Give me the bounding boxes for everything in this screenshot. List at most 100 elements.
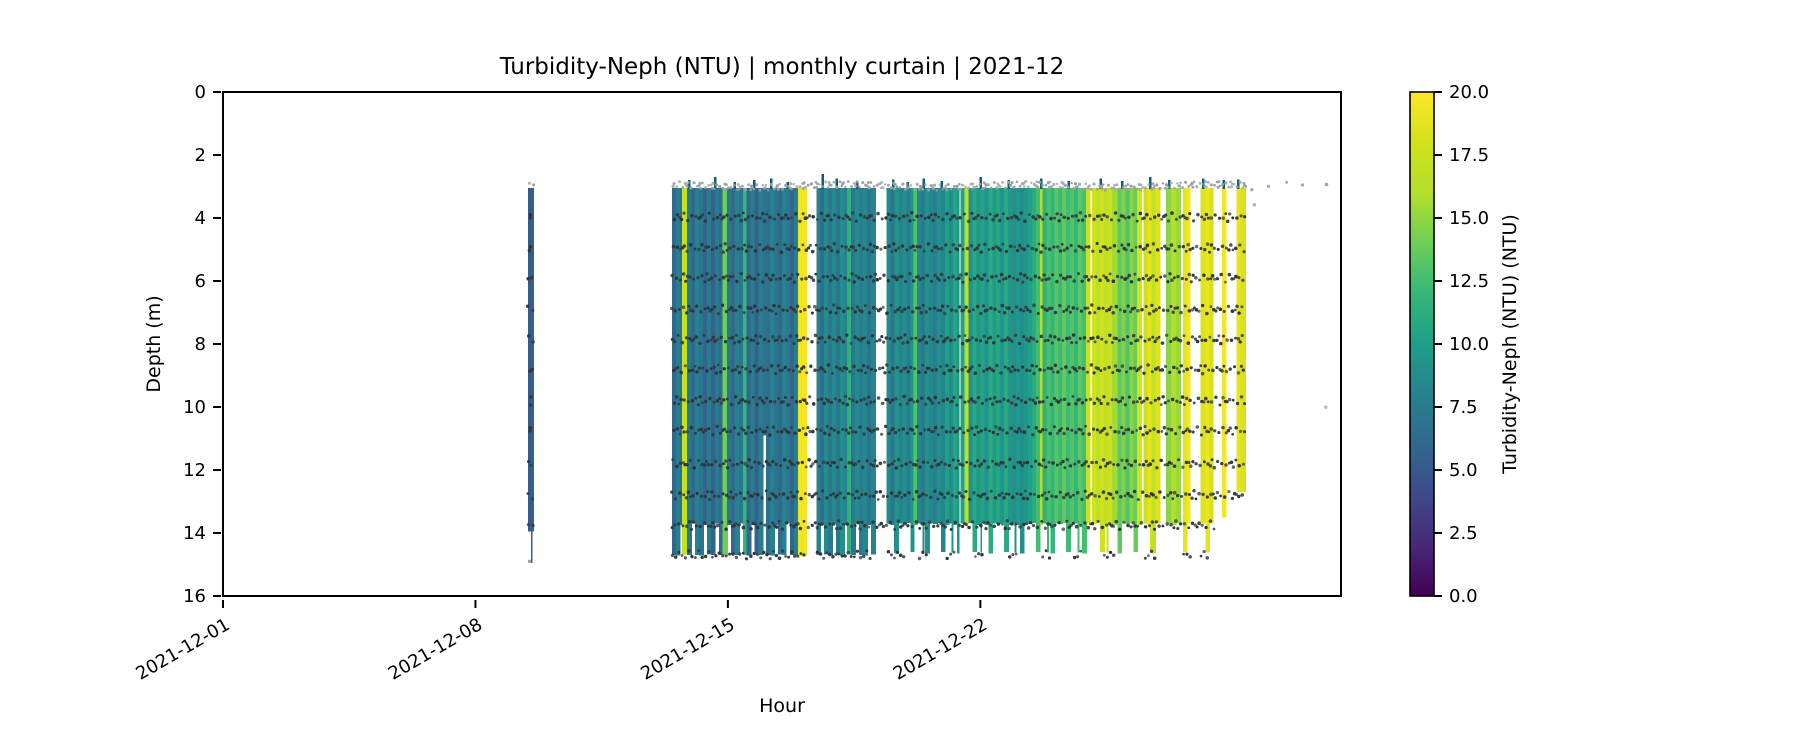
data-dot <box>1079 523 1083 527</box>
data-dot <box>686 400 690 404</box>
data-dot <box>967 186 971 190</box>
data-dot <box>995 213 999 217</box>
data-dot <box>721 492 725 496</box>
data-dot <box>1065 275 1069 279</box>
data-dot <box>975 525 979 529</box>
data-dot <box>774 525 779 529</box>
heatmap-column <box>743 188 748 556</box>
data-dot <box>1090 460 1094 465</box>
data-dot <box>681 272 686 276</box>
data-dot <box>1130 248 1134 253</box>
data-dot <box>755 525 760 530</box>
data-dot <box>1143 525 1148 529</box>
data-dot <box>1166 219 1170 223</box>
data-dot <box>726 186 730 190</box>
data-dot <box>694 524 698 528</box>
data-dot <box>1151 459 1155 463</box>
data-dot <box>915 306 919 310</box>
data-dot <box>1220 244 1225 249</box>
data-dot <box>786 430 791 435</box>
data-dot <box>1101 183 1105 186</box>
data-dot <box>828 278 833 283</box>
data-dot <box>909 365 913 370</box>
data-dot <box>985 496 990 501</box>
data-dot <box>811 462 815 466</box>
data-dot <box>1235 493 1239 497</box>
data-dot <box>970 365 974 369</box>
data-dot <box>810 523 814 528</box>
data-dot <box>734 368 738 372</box>
data-dot <box>782 274 786 278</box>
data-dot <box>1127 188 1131 191</box>
data-dot <box>869 367 874 371</box>
data-dot <box>871 279 876 283</box>
data-dot <box>855 180 859 184</box>
data-dot <box>798 370 802 374</box>
data-dot <box>1031 433 1035 437</box>
data-dot <box>1233 308 1237 312</box>
data-dot <box>1123 403 1127 407</box>
data-dot <box>1203 338 1208 343</box>
data-dot <box>1115 183 1119 187</box>
data-dot <box>880 432 884 436</box>
data-dot <box>906 340 910 344</box>
data-dot <box>774 312 778 316</box>
data-dot <box>1215 459 1220 464</box>
data-dot <box>682 244 687 248</box>
data-dot <box>781 492 786 496</box>
data-dot <box>1128 310 1133 314</box>
data-dot <box>789 523 793 527</box>
data-dot <box>927 215 931 220</box>
data-dot <box>954 309 958 313</box>
data-dot <box>823 525 828 529</box>
data-dot <box>1032 303 1036 308</box>
data-dot <box>753 460 757 464</box>
data-dot <box>908 219 912 223</box>
data-dot <box>1207 368 1211 372</box>
data-dot <box>1084 182 1088 186</box>
heatmap-column <box>707 188 712 555</box>
data-dot <box>1048 431 1052 436</box>
data-dot <box>671 184 675 188</box>
data-dot <box>997 493 1002 497</box>
data-dot <box>850 492 855 497</box>
data-dot <box>822 218 827 222</box>
data-dot <box>824 180 828 184</box>
data-dot <box>734 308 738 312</box>
data-dot <box>1163 186 1167 190</box>
data-dot <box>828 464 833 468</box>
data-dot <box>1105 247 1109 252</box>
data-dot <box>1204 396 1208 401</box>
data-dot <box>905 401 909 406</box>
data-dot <box>1072 279 1076 283</box>
data-dot <box>973 400 978 405</box>
colorbar <box>1409 91 1435 597</box>
data-dot <box>815 550 820 555</box>
data-dot <box>1151 335 1155 339</box>
data-dot <box>690 554 694 559</box>
data-dot <box>1190 308 1195 312</box>
data-dot <box>674 276 679 280</box>
data-dot <box>1071 394 1075 398</box>
heatmap-column <box>1151 188 1156 554</box>
data-dot <box>1204 212 1209 217</box>
data-dot <box>1075 307 1079 311</box>
data-dot <box>753 522 757 526</box>
data-dot <box>920 396 924 400</box>
data-dot <box>1234 426 1238 430</box>
data-dot <box>698 395 702 399</box>
data-dot <box>1188 247 1192 252</box>
data-dot <box>789 306 793 310</box>
data-dot <box>1069 243 1073 248</box>
data-dot <box>1178 522 1183 526</box>
data-dot <box>1024 489 1027 493</box>
data-dot <box>1037 242 1041 246</box>
data-dot <box>725 183 728 186</box>
data-dot <box>804 248 809 252</box>
data-dot <box>1039 250 1043 254</box>
data-dot <box>779 429 784 434</box>
y-tick-label: 0 <box>195 82 206 103</box>
data-dot <box>784 338 788 342</box>
data-dot <box>885 311 889 316</box>
data-dot <box>799 310 802 313</box>
